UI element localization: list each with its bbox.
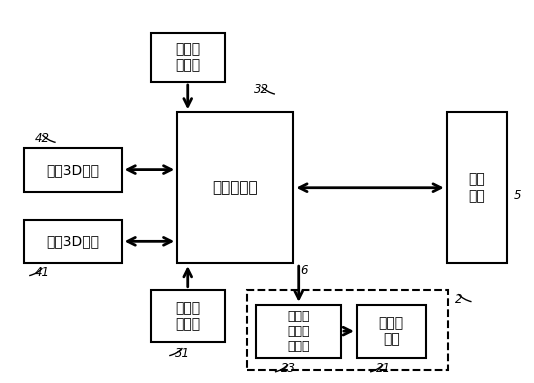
Bar xyxy=(177,112,293,263)
Bar xyxy=(24,220,122,263)
Bar xyxy=(357,305,426,358)
Bar xyxy=(24,148,122,192)
Text: 21: 21 xyxy=(376,362,391,375)
Text: 第一阻
挡件驱
动机构: 第一阻 挡件驱 动机构 xyxy=(287,309,310,353)
Bar xyxy=(247,290,447,370)
Bar xyxy=(151,33,225,82)
Text: 32: 32 xyxy=(254,83,269,96)
Text: 码垛机器人: 码垛机器人 xyxy=(213,180,258,195)
Text: 2: 2 xyxy=(454,293,462,306)
Text: 第二3D相机: 第二3D相机 xyxy=(46,163,99,177)
Text: 23: 23 xyxy=(281,362,296,375)
Text: 42: 42 xyxy=(35,132,50,145)
Text: 第二检
测装置: 第二检 测装置 xyxy=(175,43,200,73)
Text: 第一3D相机: 第一3D相机 xyxy=(46,234,99,249)
Text: 5: 5 xyxy=(514,189,522,202)
Text: 41: 41 xyxy=(35,266,50,279)
Text: 控制
装置: 控制 装置 xyxy=(469,173,485,203)
Text: 第一检
测装置: 第一检 测装置 xyxy=(175,301,200,331)
Text: 第一阻
挡件: 第一阻 挡件 xyxy=(379,316,404,346)
Bar xyxy=(256,305,341,358)
Text: 31: 31 xyxy=(175,347,190,360)
Bar xyxy=(151,290,225,342)
Bar xyxy=(446,112,507,263)
Text: 6: 6 xyxy=(300,264,308,277)
